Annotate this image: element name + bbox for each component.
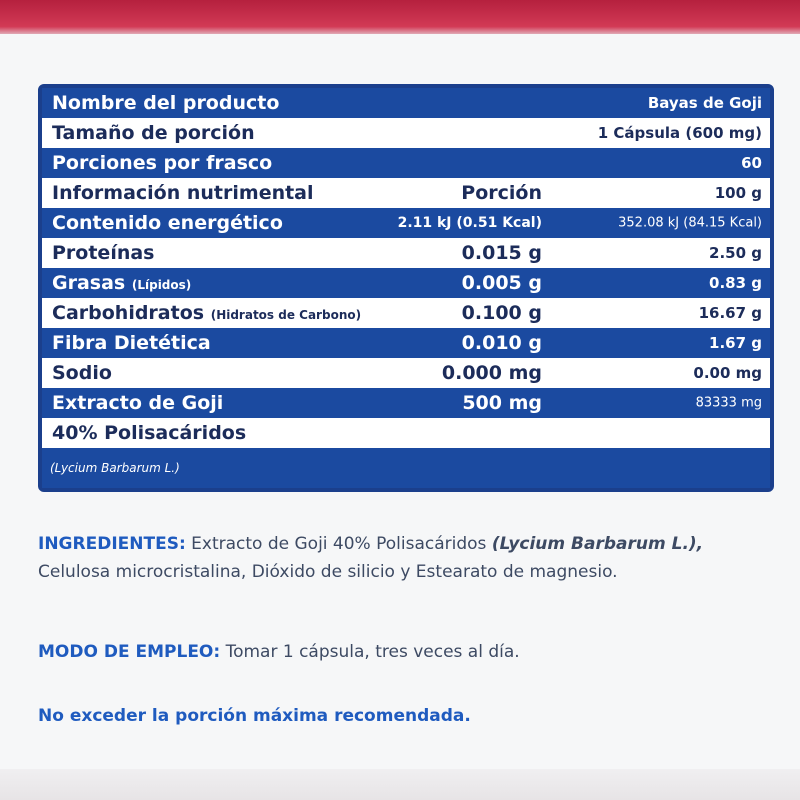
row-label: Sodio [52, 362, 112, 384]
row-label-text: Grasas [52, 272, 126, 294]
row-label: Fibra Dietética [52, 332, 211, 354]
row-value-portion: 0.010 g [461, 332, 542, 354]
usage-section: MODO DE EMPLEO: Tomar 1 cápsula, tres ve… [38, 642, 778, 662]
ingredients-heading: INGREDIENTES: [38, 534, 186, 554]
row-value-100g: Bayas de Goji [647, 94, 762, 112]
row-label: Porciones por frasco [52, 152, 273, 174]
row-value-portion: 0.100 g [461, 302, 542, 324]
row-label: 40% Polisacáridos [52, 422, 247, 444]
row-latin-name: (Lycium Barbarum L.) [50, 461, 180, 475]
row-value-100g: 352.08 kJ (84.15 Kcal) [618, 215, 762, 231]
row-energia: Contenido energético 2.11 kJ (0.51 Kcal)… [42, 208, 770, 238]
row-value-portion: 500 mg [462, 392, 542, 414]
row-value-100g: 16.67 g [698, 304, 762, 322]
row-sodio: Sodio 0.000 mg 0.00 mg [42, 358, 770, 388]
ingredients-text-line2: Celulosa microcristalina, Dióxido de sil… [38, 562, 618, 582]
row-extracto: Extracto de Goji 500 mg 83333 mg [42, 388, 770, 418]
row-value-100g: 0.00 mg [693, 364, 762, 382]
row-value-100g: 100 g [714, 184, 762, 202]
warning-text: No exceder la porción máxima recomendada… [38, 706, 471, 726]
row-label: Extracto de Goji [52, 392, 224, 414]
nutrition-table: Nombre del producto Bayas de Goji Tamaño… [38, 84, 774, 492]
row-value-100g: 2.50 g [709, 244, 762, 262]
row-value-portion: 0.005 g [461, 272, 542, 294]
row-value-100g: 83333 mg [695, 395, 762, 411]
usage-text: Tomar 1 cápsula, tres veces al día. [220, 642, 520, 662]
row-value-portion: 0.000 mg [441, 362, 542, 384]
bottom-band [0, 769, 800, 800]
row-nombre: Nombre del producto Bayas de Goji [42, 88, 770, 118]
row-carbohidratos: Carbohidratos (Hidratos de Carbono) 0.10… [42, 298, 770, 328]
row-label-note: (Hidratos de Carbono) [210, 308, 362, 322]
row-label: Información nutrimental [52, 182, 314, 204]
row-tamano: Tamaño de porción 1 Cápsula (600 mg) [42, 118, 770, 148]
row-polisacaridos: 40% Polisacáridos [42, 418, 770, 448]
row-label: Contenido energético [52, 212, 283, 234]
row-value-portion: 0.015 g [461, 242, 542, 264]
row-proteinas: Proteínas 0.015 g 2.50 g [42, 238, 770, 268]
row-value-100g: 60 [741, 154, 762, 172]
row-lycium: (Lycium Barbarum L.) [42, 448, 770, 488]
row-label: Proteínas [52, 242, 155, 264]
usage-heading: MODO DE EMPLEO: [38, 642, 221, 662]
row-label: Nombre del producto [52, 92, 280, 114]
ingredients-latin: (Lycium Barbarum L.), [491, 534, 704, 554]
row-value-100g: 1 Cápsula (600 mg) [597, 124, 762, 142]
row-fibra: Fibra Dietética 0.010 g 1.67 g [42, 328, 770, 358]
row-informacion: Información nutrimental Porción 100 g [42, 178, 770, 208]
row-label: Carbohidratos (Hidratos de Carbono) [52, 302, 361, 324]
row-label: Tamaño de porción [52, 122, 255, 144]
top-red-band [0, 0, 800, 38]
row-label: Grasas (Lípidos) [52, 272, 191, 294]
row-porciones: Porciones por frasco 60 [42, 148, 770, 178]
row-value-portion: Porción [461, 182, 542, 204]
row-value-100g: 0.83 g [709, 274, 762, 292]
ingredients-text: Extracto de Goji 40% Polisacáridos [185, 534, 492, 554]
row-value-portion: 2.11 kJ (0.51 Kcal) [397, 215, 542, 231]
row-value-100g: 1.67 g [709, 334, 762, 352]
row-grasas: Grasas (Lípidos) 0.005 g 0.83 g [42, 268, 770, 298]
row-label-text: Carbohidratos [52, 302, 205, 324]
row-label-note: (Lípidos) [131, 278, 192, 292]
ingredients-section: INGREDIENTES: Extracto de Goji 40% Polis… [38, 530, 778, 586]
